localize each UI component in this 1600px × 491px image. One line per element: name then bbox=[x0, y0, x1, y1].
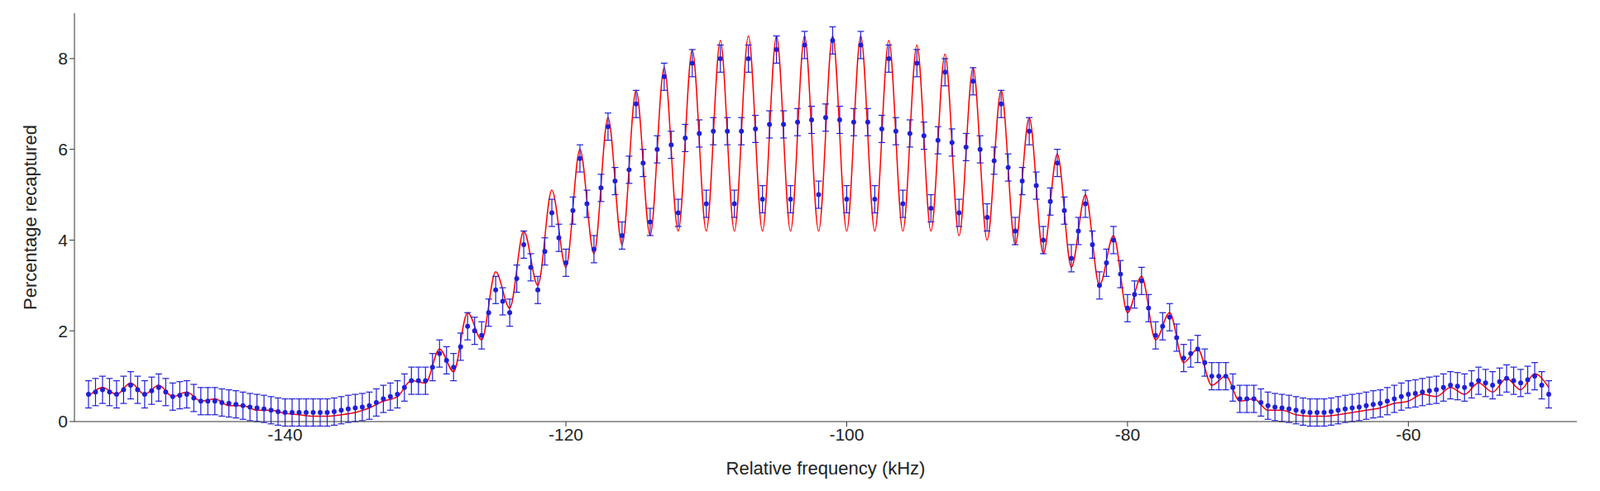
svg-text:8: 8 bbox=[57, 48, 68, 68]
svg-text:Relative frequency (kHz): Relative frequency (kHz) bbox=[726, 458, 926, 480]
svg-text:6: 6 bbox=[57, 139, 68, 159]
svg-text:0: 0 bbox=[57, 411, 68, 432]
svg-text:2: 2 bbox=[57, 321, 68, 341]
svg-text:-80: -80 bbox=[1115, 425, 1141, 445]
svg-text:-100: -100 bbox=[828, 425, 864, 445]
svg-text:4: 4 bbox=[57, 230, 68, 250]
svg-text:-120: -120 bbox=[548, 425, 584, 445]
svg-text:-60: -60 bbox=[1395, 425, 1421, 445]
svg-text:Percentage recaptured: Percentage recaptured bbox=[19, 124, 41, 311]
svg-text:-140: -140 bbox=[268, 425, 303, 445]
